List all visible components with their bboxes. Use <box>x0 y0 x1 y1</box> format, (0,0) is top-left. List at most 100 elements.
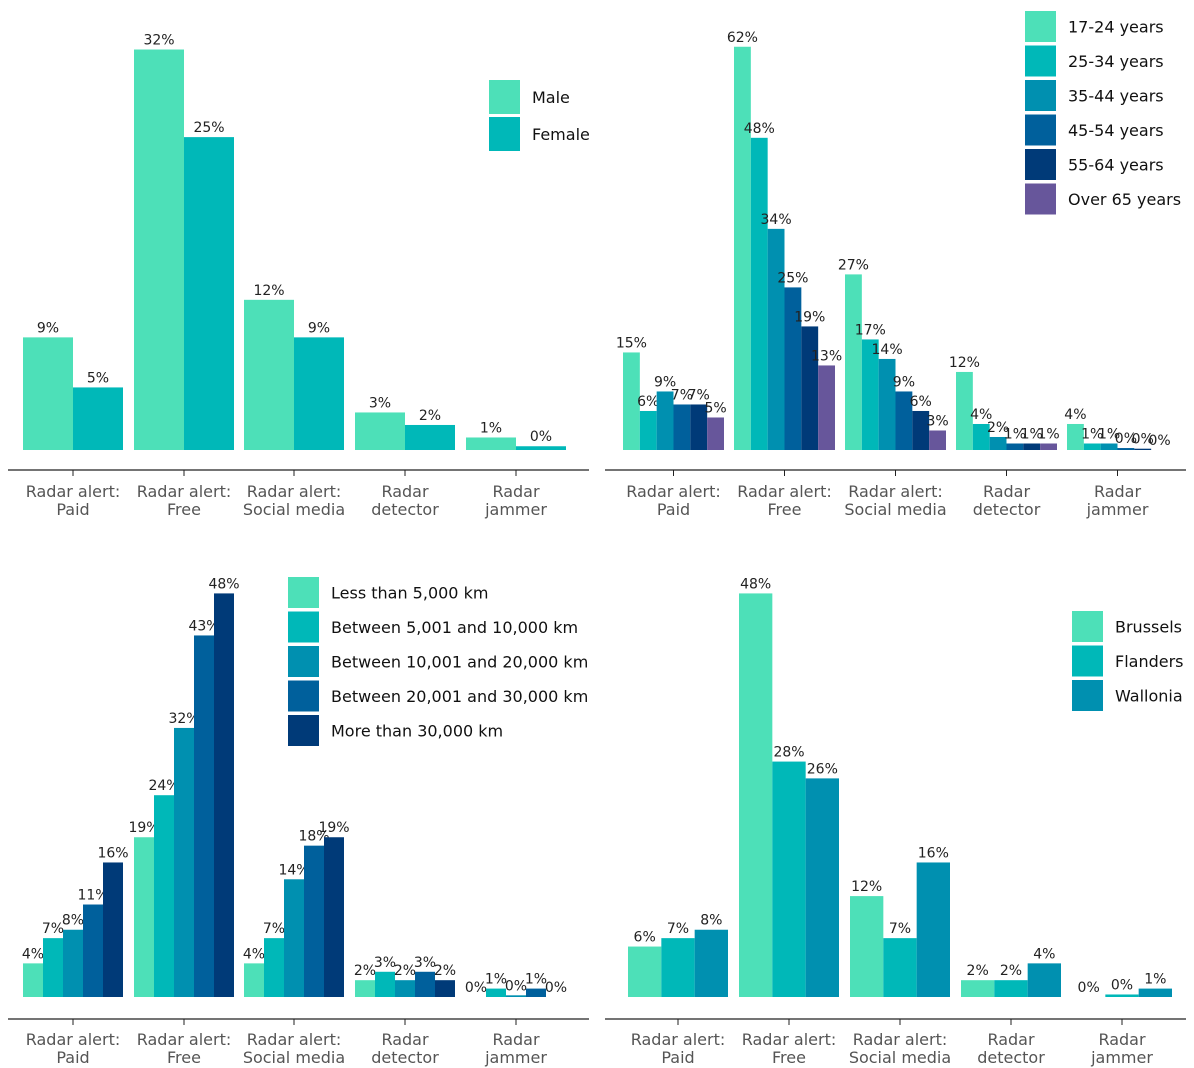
bar <box>734 46 751 450</box>
bar <box>1083 443 1101 450</box>
x-tick-label: Radar alert: Free <box>737 482 832 519</box>
data-label: 6% <box>910 394 932 410</box>
data-label: 1% <box>525 972 547 988</box>
data-label: 1% <box>1098 426 1120 442</box>
legend-label: Between 5,001 and 10,000 km <box>331 618 578 637</box>
bar <box>244 963 264 997</box>
data-label: 24% <box>148 778 179 794</box>
x-tick-label: Radar jammer <box>1086 482 1149 519</box>
data-label: 4% <box>970 407 992 423</box>
bar <box>707 417 724 450</box>
bar <box>134 837 154 997</box>
legend-swatch <box>288 680 319 712</box>
bar <box>861 339 879 450</box>
legend-label: Between 10,001 and 20,000 km <box>331 653 588 672</box>
bar <box>628 946 662 997</box>
data-label: 9% <box>893 374 915 390</box>
data-label: 1% <box>1021 426 1043 442</box>
bar <box>324 837 344 997</box>
bar <box>184 137 234 450</box>
bar <box>486 988 506 997</box>
data-label: 3% <box>926 413 948 429</box>
bar <box>784 287 802 450</box>
bar <box>375 971 395 997</box>
legend-label: Less than 5,000 km <box>331 584 488 603</box>
data-label: 6% <box>634 930 656 946</box>
data-label: 16% <box>97 845 128 861</box>
legend-label: Brussels <box>1115 618 1182 637</box>
bar <box>73 387 123 450</box>
data-label: 2% <box>434 963 456 979</box>
legend-label: 55-64 years <box>1068 156 1164 175</box>
bar <box>850 896 884 997</box>
bar-chart: 4% 19% 4% 2% 0% 7% 24% 7% 3% 1% 8% 32% 14% 2% 0% 11% 43%… <box>8 576 589 1067</box>
bar <box>895 391 913 450</box>
data-label: 17% <box>855 322 886 338</box>
bar <box>23 337 73 450</box>
legend-swatch <box>288 611 319 643</box>
data-label: 5% <box>87 370 109 386</box>
data-label: 62% <box>727 30 758 46</box>
data-label: 1% <box>485 972 507 988</box>
data-label: 12% <box>253 283 284 299</box>
bar <box>214 593 234 997</box>
data-label: 14% <box>872 342 903 358</box>
data-label: 15% <box>616 335 647 351</box>
x-tick-label: Radar alert: Social media <box>844 482 946 519</box>
bar <box>174 727 194 997</box>
legend-swatch <box>1072 680 1103 711</box>
bar <box>772 761 806 997</box>
bar <box>639 410 657 450</box>
data-label: 4% <box>22 946 44 962</box>
bar <box>661 938 695 997</box>
bar <box>83 904 103 997</box>
x-tick-label: Radar alert: Social media <box>243 482 345 519</box>
bar <box>912 410 930 450</box>
bar <box>916 862 950 997</box>
legend-swatch <box>1025 45 1056 77</box>
data-label: 18% <box>298 829 329 845</box>
data-label: 7% <box>42 921 64 937</box>
bar <box>767 228 785 450</box>
legend: Brussels Flanders Wallonia <box>1072 611 1184 711</box>
bar <box>694 929 728 997</box>
legend: 17-24 years 25-34 years 35-44 years 45-54 y… <box>1025 11 1181 215</box>
data-label: 19% <box>318 820 349 836</box>
bar <box>818 365 835 450</box>
chart-panel-mileage: 4% 19% 4% 2% 0% 7% 24% 7% 3% 1% 8% 32% 14% 2% 0% 11% 43%… <box>0 534 597 1068</box>
x-tick-label: Radar alert: Free <box>742 1030 837 1067</box>
x-tick-label: Radar jammer <box>1090 1030 1153 1067</box>
data-label: 48% <box>744 121 775 137</box>
bar <box>623 352 640 450</box>
bar <box>103 862 123 997</box>
legend-swatch <box>288 715 319 746</box>
bar <box>929 430 946 450</box>
bar <box>1134 448 1152 450</box>
data-label: 34% <box>761 212 792 228</box>
data-label: 7% <box>667 921 689 937</box>
bar <box>154 795 174 997</box>
data-label: 25% <box>777 270 808 286</box>
bar <box>355 980 375 997</box>
bar <box>23 963 43 997</box>
data-label: 19% <box>128 820 159 836</box>
bar <box>690 404 708 450</box>
bar <box>264 938 284 997</box>
legend-swatch <box>1072 645 1103 677</box>
data-label: 9% <box>654 374 676 390</box>
data-label: 1% <box>1004 426 1026 442</box>
chart-panel-region: 6% 48% 12% 2% 0% 7% 28% 7% 2% 0% 8% 26% 16% 4% 1% Radar… <box>597 534 1194 1068</box>
legend-label: 45-54 years <box>1068 121 1164 140</box>
data-label: 9% <box>308 320 330 336</box>
bar <box>883 938 917 997</box>
bar <box>989 436 1007 450</box>
data-label: 1% <box>1081 426 1103 442</box>
data-label: 0% <box>1111 977 1133 993</box>
bar <box>805 778 839 997</box>
bar <box>405 424 455 450</box>
x-tick-label: Radar alert: Free <box>137 1030 232 1067</box>
legend-swatch <box>288 646 319 677</box>
legend-label: Wallonia <box>1115 687 1183 706</box>
bar <box>244 299 294 450</box>
legend-swatch <box>1025 80 1056 111</box>
